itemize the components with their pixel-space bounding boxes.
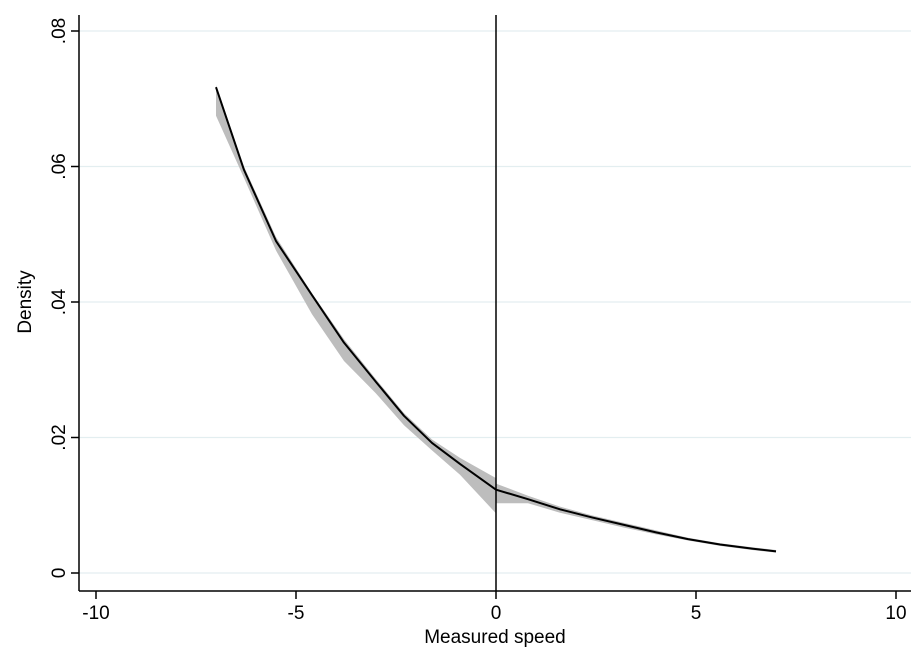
x-ticks: -10 -5 0 5 10 (82, 591, 907, 624)
confidence-band-0 (216, 85, 496, 514)
axes (78, 15, 911, 592)
x-tick-label-1: -5 (288, 603, 305, 624)
x-tick-label-4: 10 (885, 603, 906, 624)
y-tick-label-3: .06 (49, 153, 70, 179)
y-ticks: 0 .02 .04 .06 .08 (49, 18, 79, 579)
y-tick-label-4: .08 (49, 18, 70, 44)
y-tick-label-1: .02 (49, 424, 70, 450)
x-axis-title: Measured speed (424, 627, 566, 648)
y-axis-title: Density (15, 270, 36, 334)
x-tick-label-0: -10 (82, 603, 109, 624)
density-line-1 (495, 488, 777, 553)
grid-lines (79, 30, 911, 574)
confidence-band-1 (496, 483, 776, 553)
x-tick-label-2: 0 (491, 603, 502, 624)
x-tick-label-3: 5 (691, 603, 702, 624)
density-line-0 (215, 86, 497, 491)
y-tick-label-0: 0 (49, 568, 70, 579)
y-tick-label-2: .04 (49, 288, 70, 315)
density-lines (215, 15, 777, 591)
